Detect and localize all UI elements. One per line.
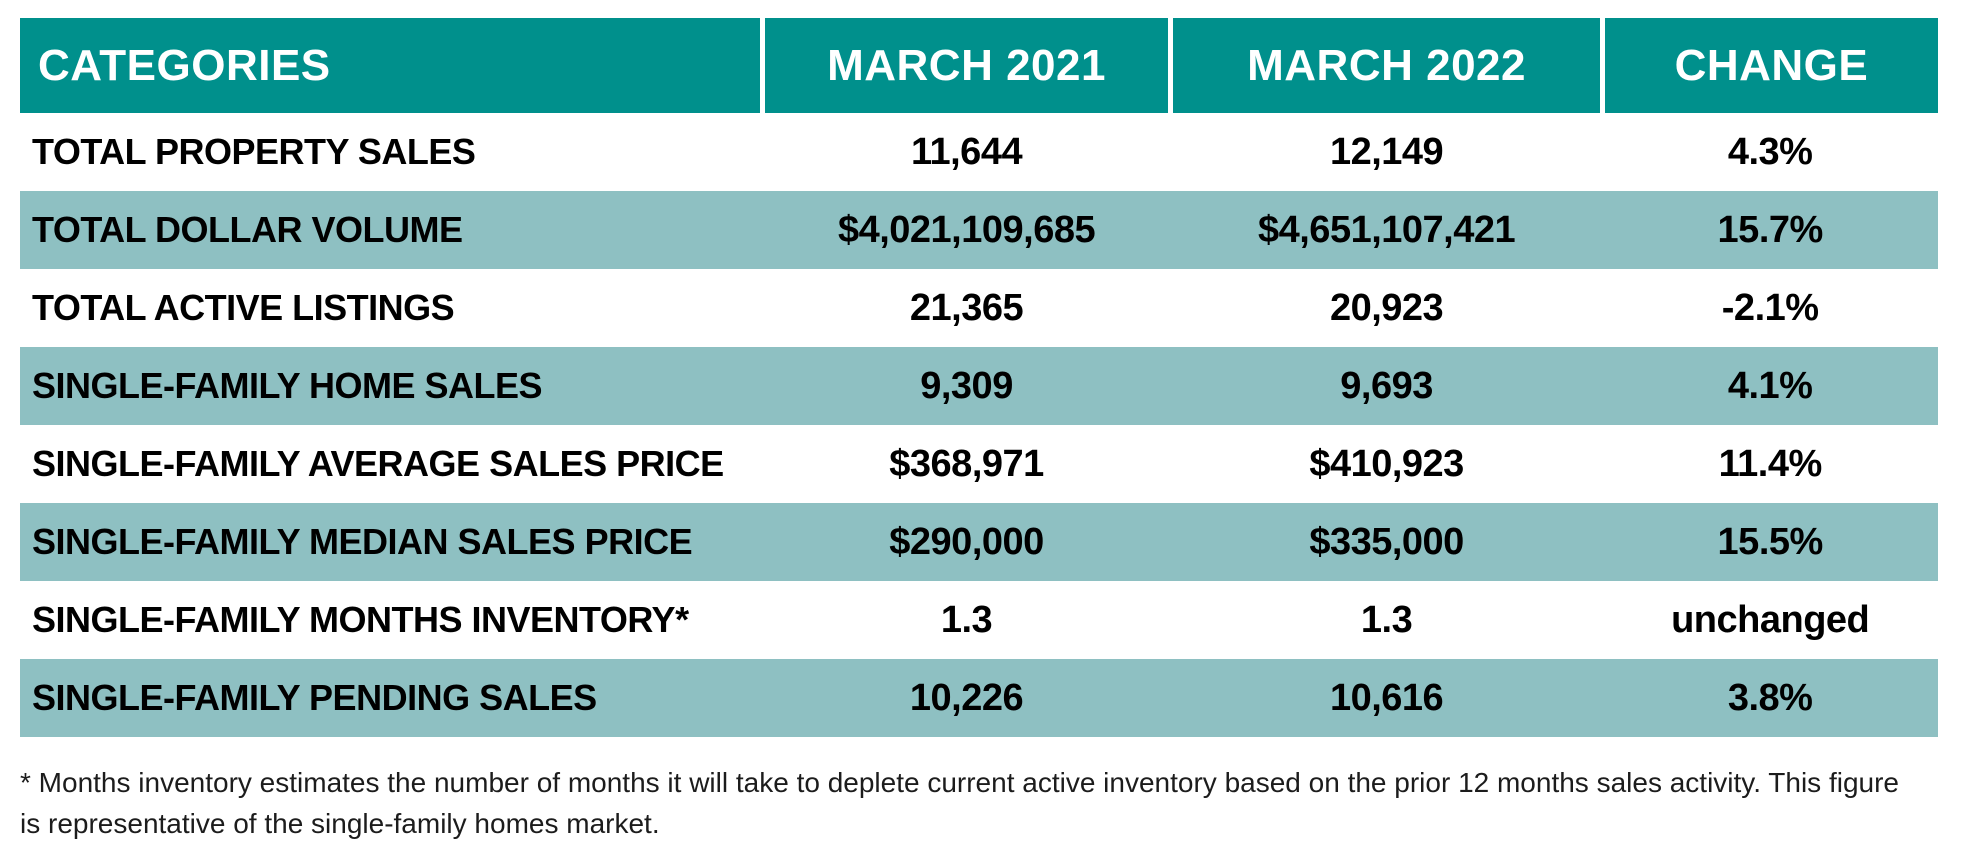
row-label: SINGLE-FAMILY PENDING SALES [32, 677, 597, 718]
months-inventory-footnote: * Months inventory estimates the number … [20, 767, 1899, 839]
value-march-2021: 1.3 [940, 598, 993, 641]
value-march-2022: $4,651,107,421 [1257, 208, 1516, 251]
value-march-2021: 11,644 [910, 130, 1023, 173]
table-row-single-family-pending-sales: SINGLE-FAMILY PENDING SALES 10,226 10,61… [20, 659, 1938, 737]
value-change: -2.1% [1721, 286, 1819, 329]
table-row-single-family-months-inventory: SINGLE-FAMILY MONTHS INVENTORY* 1.3 1.3 … [20, 581, 1938, 659]
table-row-single-family-average-sales-price: SINGLE-FAMILY AVERAGE SALES PRICE $368,9… [20, 425, 1938, 503]
table-row-total-dollar-volume: TOTAL DOLLAR VOLUME $4,021,109,685 $4,65… [20, 191, 1938, 269]
column-header-categories: CATEGORIES [20, 18, 763, 113]
value-march-2022: 20,923 [1329, 286, 1444, 329]
value-march-2021: $4,021,109,685 [837, 208, 1096, 251]
value-march-2022: 10,616 [1329, 676, 1444, 719]
row-label: SINGLE-FAMILY MONTHS INVENTORY* [32, 599, 689, 640]
market-comparison-table: CATEGORIES MARCH 2021 MARCH 2022 CHANGE … [20, 18, 1938, 737]
table-row-total-active-listings: TOTAL ACTIVE LISTINGS 21,365 20,923 -2.1… [20, 269, 1938, 347]
column-header-change: CHANGE [1599, 18, 1938, 113]
row-label: TOTAL DOLLAR VOLUME [32, 209, 463, 250]
value-march-2022: $410,923 [1309, 442, 1464, 485]
value-march-2021: 10,226 [909, 676, 1024, 719]
row-label: SINGLE-FAMILY HOME SALES [32, 365, 543, 406]
value-march-2021: 9,309 [920, 364, 1013, 407]
value-change: 11.4% [1718, 442, 1823, 485]
row-label: SINGLE-FAMILY MEDIAN SALES PRICE [32, 521, 693, 562]
value-change: 3.8% [1727, 676, 1813, 719]
value-march-2022: 12,149 [1329, 130, 1444, 173]
value-change: 4.1% [1727, 364, 1813, 407]
value-change: unchanged [1671, 598, 1870, 641]
column-header-march-2021: MARCH 2021 [759, 18, 1171, 113]
value-march-2021: 21,365 [909, 286, 1024, 329]
value-march-2021: $290,000 [889, 520, 1044, 563]
value-march-2022: 9,693 [1340, 364, 1433, 407]
value-march-2021: $368,971 [889, 442, 1044, 485]
table-row-total-property-sales: TOTAL PROPERTY SALES 11,644 12,149 4.3% [20, 113, 1938, 191]
value-change: 4.3% [1727, 130, 1813, 173]
value-march-2022: $335,000 [1309, 520, 1464, 563]
table-row-single-family-median-sales-price: SINGLE-FAMILY MEDIAN SALES PRICE $290,00… [20, 503, 1938, 581]
row-label: TOTAL ACTIVE LISTINGS [32, 287, 455, 328]
market-report-page: CATEGORIES MARCH 2021 MARCH 2022 CHANGE … [20, 18, 1938, 844]
value-change: 15.7% [1717, 208, 1824, 251]
table-header-row: CATEGORIES MARCH 2021 MARCH 2022 CHANGE [20, 18, 1938, 113]
value-change: 15.5% [1717, 520, 1824, 563]
row-label: SINGLE-FAMILY AVERAGE SALES PRICE [32, 443, 724, 484]
column-header-march-2022: MARCH 2022 [1168, 18, 1603, 113]
value-march-2022: 1.3 [1360, 598, 1413, 641]
table-row-single-family-home-sales: SINGLE-FAMILY HOME SALES 9,309 9,693 4.1… [20, 347, 1938, 425]
row-label: TOTAL PROPERTY SALES [32, 131, 476, 172]
